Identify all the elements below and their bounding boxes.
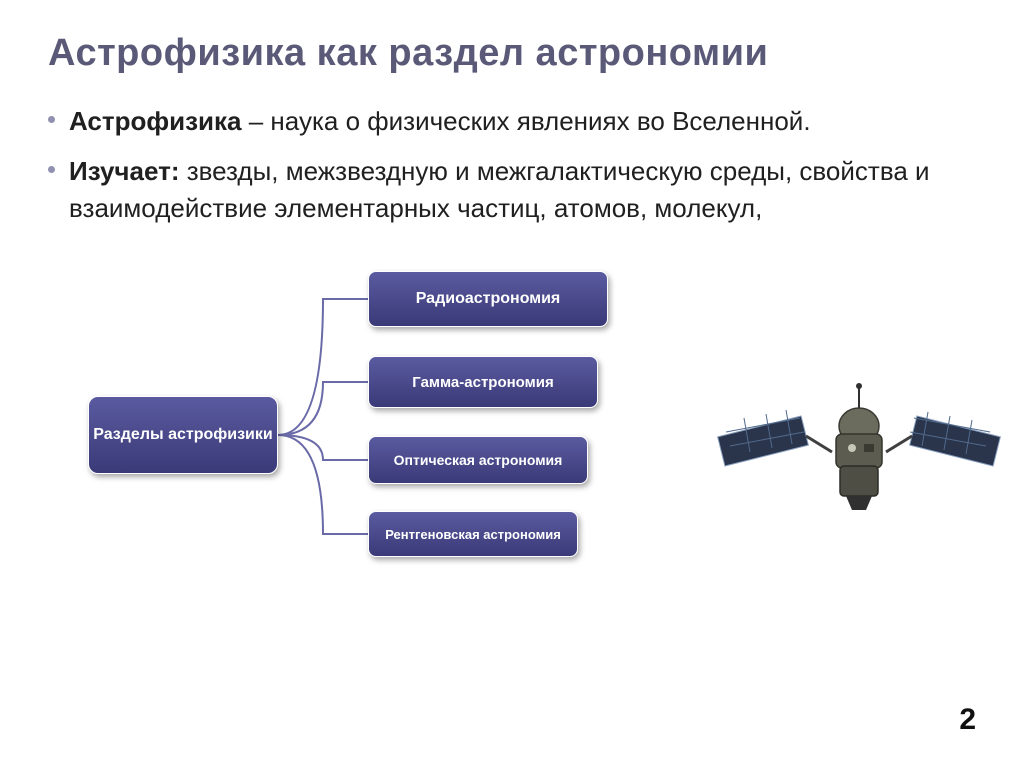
bullet-text: Изучает: звезды, межзвездную и межгалакт… — [69, 153, 976, 226]
connector-lines — [278, 266, 368, 566]
page-number: 2 — [959, 703, 976, 737]
slide: Астрофизика как раздел астрономии Астроф… — [0, 0, 1024, 767]
root-node: Разделы астрофизики — [88, 396, 278, 474]
bullet-rest: звезды, межзвездную и межгалактическую с… — [69, 156, 930, 222]
bullet-lead: Изучает: — [69, 156, 180, 186]
bullet-item: Изучает: звезды, межзвездную и межгалакт… — [48, 153, 976, 226]
child-node-radio: Радиоастрономия — [368, 271, 608, 327]
child-node-optical: Оптическая астрономия — [368, 436, 588, 484]
child-node-xray: Рентгеновская астрономия — [368, 511, 578, 557]
bullet-dot-icon — [48, 166, 55, 173]
bullet-rest: – наука о физических явлениях во Вселенн… — [242, 106, 811, 136]
bullet-list: Астрофизика – наука о физических явления… — [48, 103, 976, 226]
page-title: Астрофизика как раздел астрономии — [48, 32, 976, 75]
bullet-lead: Астрофизика — [69, 106, 242, 136]
bullet-dot-icon — [48, 116, 55, 123]
bullet-item: Астрофизика – наука о физических явления… — [48, 103, 976, 139]
child-node-gamma: Гамма-астрономия — [368, 356, 598, 408]
bullet-text: Астрофизика – наука о физических явления… — [69, 103, 811, 139]
spacecraft-icon — [714, 370, 1004, 540]
